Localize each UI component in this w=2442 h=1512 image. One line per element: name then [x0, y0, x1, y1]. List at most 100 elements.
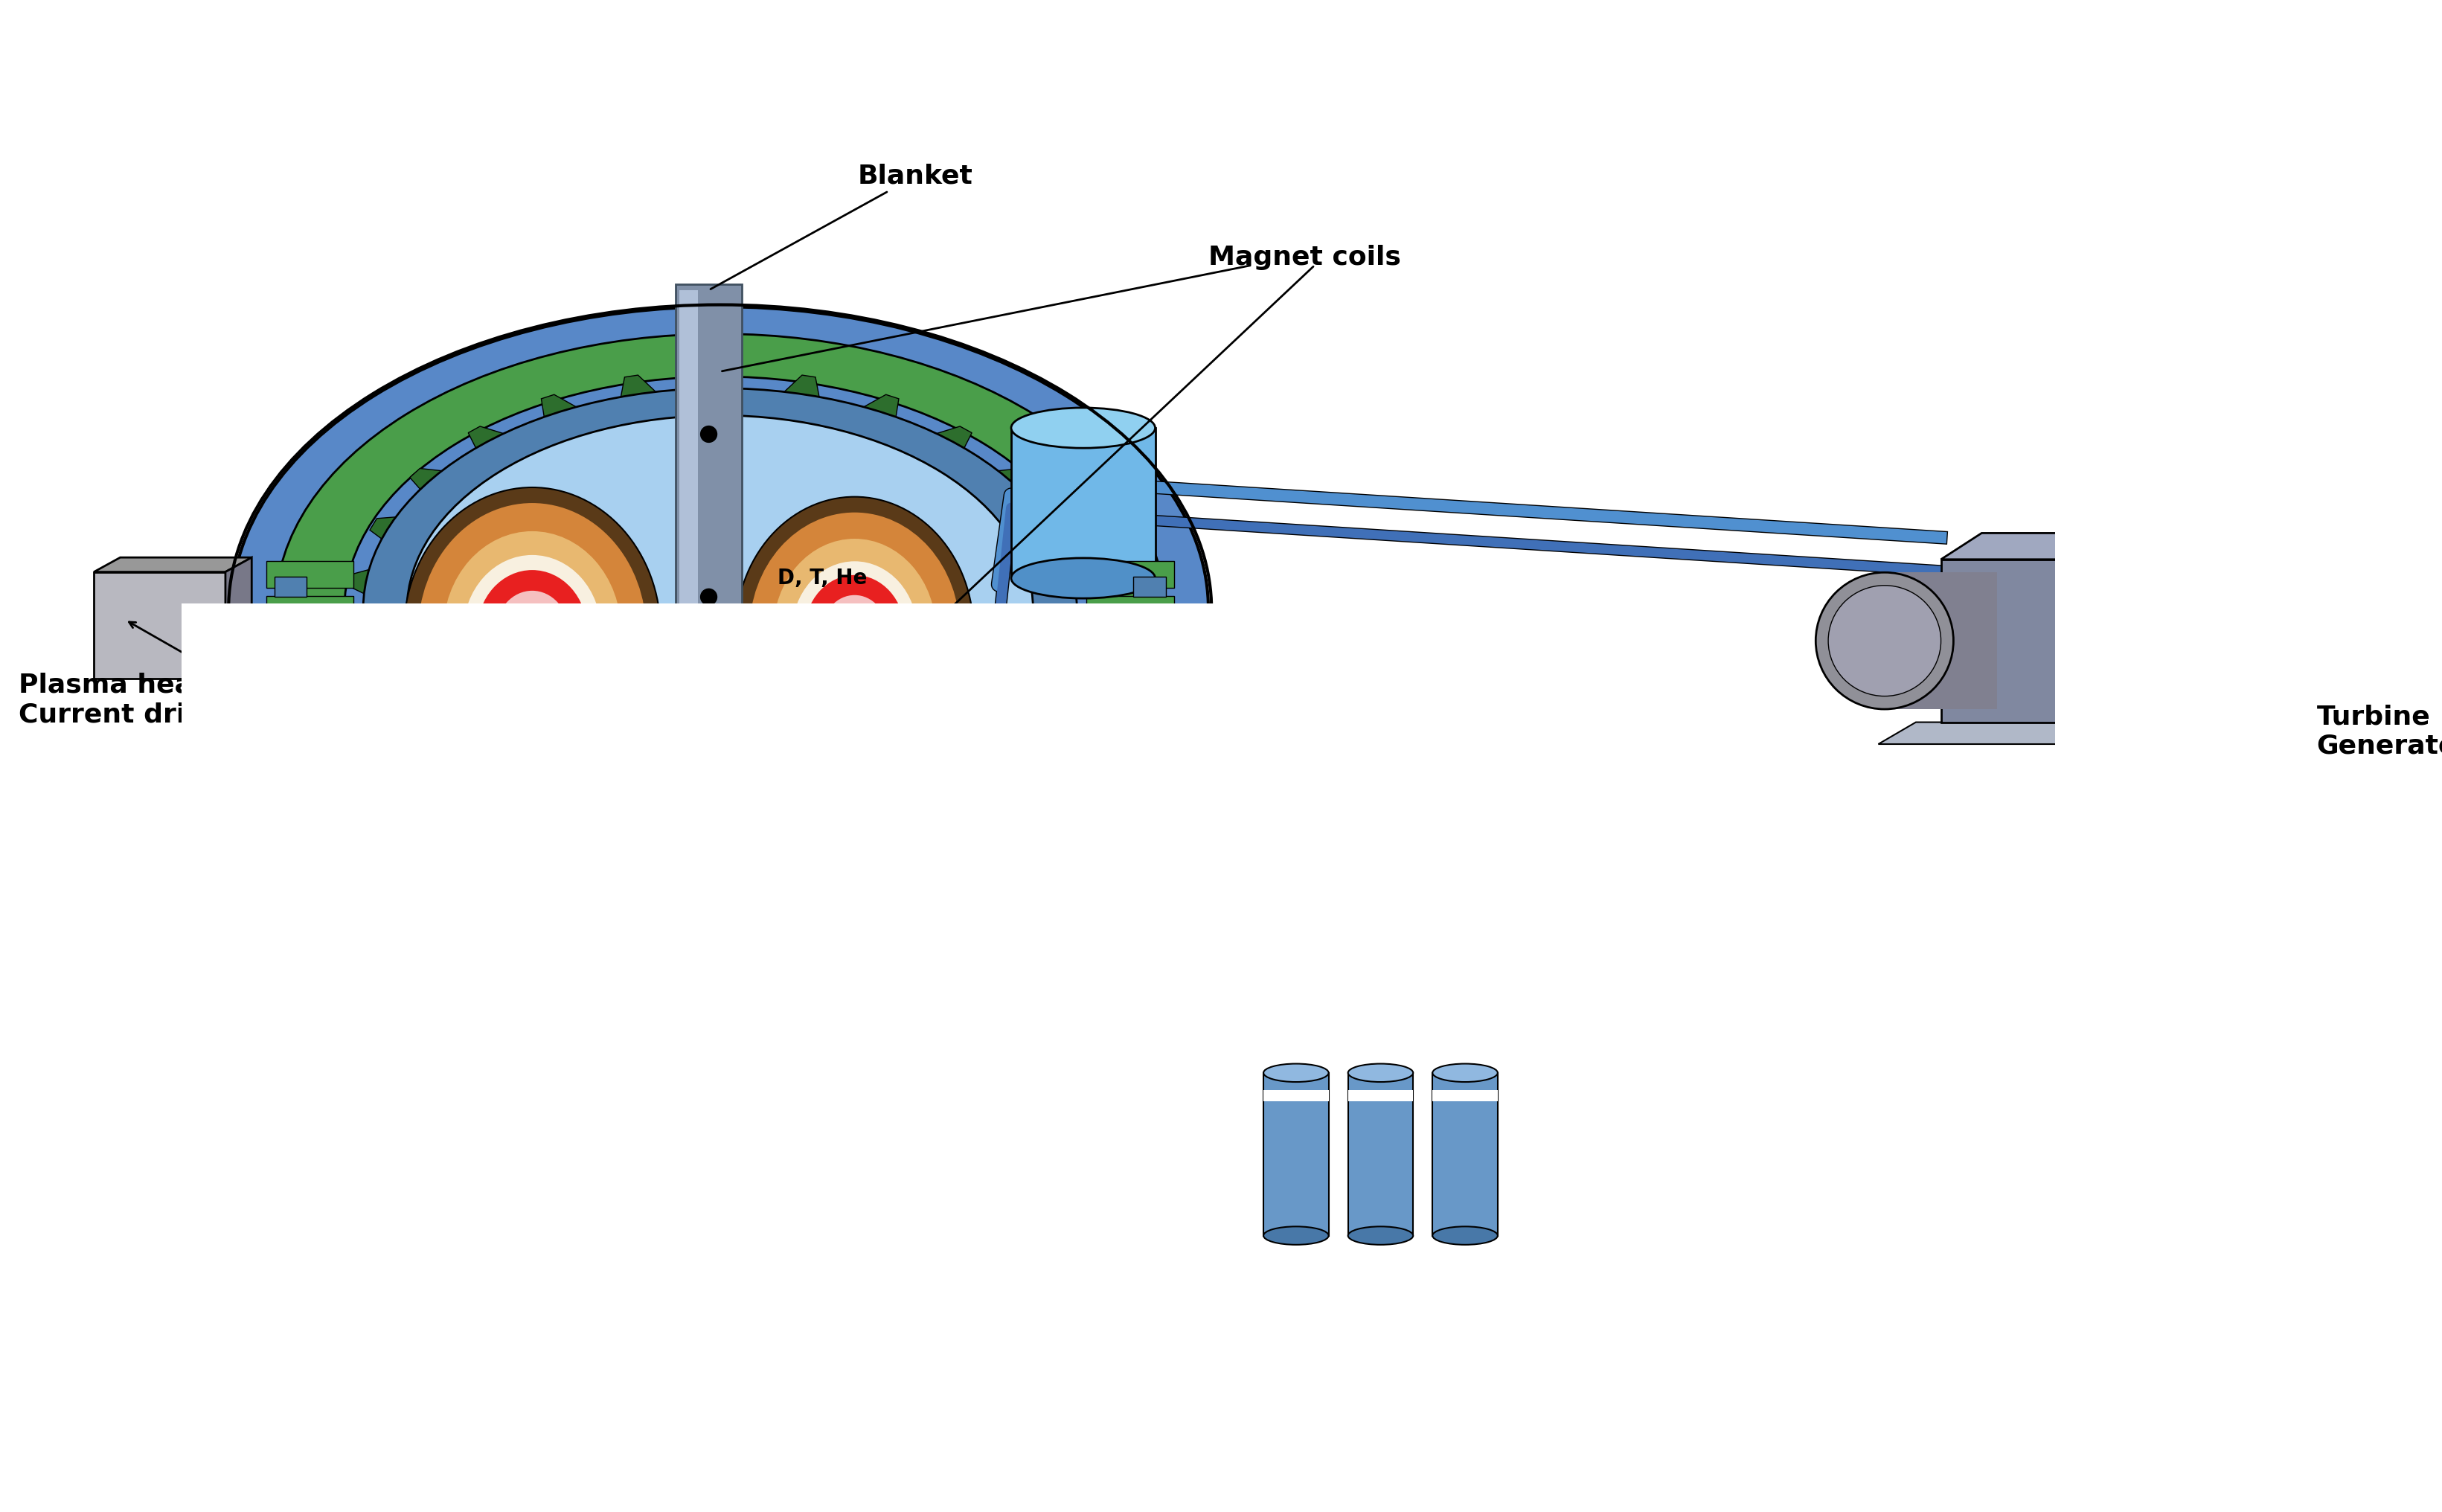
Bar — [991, 862, 1128, 883]
Text: T: T — [777, 674, 791, 696]
Ellipse shape — [750, 513, 960, 750]
Bar — [811, 783, 857, 836]
Ellipse shape — [444, 531, 620, 732]
Ellipse shape — [232, 307, 1209, 912]
Bar — [266, 596, 354, 621]
Bar — [252, 617, 388, 634]
Circle shape — [701, 426, 718, 443]
Ellipse shape — [408, 416, 1033, 803]
Bar — [1133, 646, 1165, 665]
Ellipse shape — [344, 376, 1096, 842]
Ellipse shape — [991, 732, 1128, 770]
Polygon shape — [733, 751, 762, 777]
Bar — [1087, 561, 1175, 588]
Text: D: D — [916, 888, 933, 909]
Bar — [1941, 559, 2242, 723]
Polygon shape — [676, 751, 706, 777]
Bar — [274, 646, 308, 665]
Ellipse shape — [1011, 408, 1155, 448]
Ellipse shape — [1817, 573, 1954, 709]
Bar — [669, 1081, 762, 1120]
Bar — [679, 290, 698, 791]
Polygon shape — [1878, 723, 2310, 744]
Ellipse shape — [276, 334, 1165, 885]
Ellipse shape — [1433, 1064, 1497, 1083]
Bar — [811, 733, 857, 786]
Bar — [1263, 1090, 1328, 1101]
Polygon shape — [542, 395, 589, 428]
Polygon shape — [1043, 561, 1089, 606]
Ellipse shape — [991, 975, 1128, 1013]
Polygon shape — [225, 558, 252, 679]
Ellipse shape — [1263, 1226, 1328, 1244]
Bar — [1433, 1090, 1497, 1101]
Ellipse shape — [791, 561, 918, 702]
Bar — [1133, 578, 1165, 597]
Bar — [1011, 428, 1155, 578]
Polygon shape — [1941, 534, 2283, 559]
Ellipse shape — [1011, 558, 1155, 599]
Ellipse shape — [364, 389, 1077, 830]
Bar — [1087, 631, 1175, 656]
Polygon shape — [777, 375, 821, 407]
Ellipse shape — [2103, 844, 2442, 913]
Bar — [1263, 1074, 1328, 1235]
Ellipse shape — [403, 487, 659, 776]
Polygon shape — [620, 375, 664, 407]
Ellipse shape — [1348, 1064, 1414, 1083]
Bar — [274, 578, 308, 597]
Ellipse shape — [811, 780, 857, 792]
Polygon shape — [2242, 534, 2283, 723]
Polygon shape — [974, 469, 1031, 503]
Bar — [1087, 596, 1175, 621]
Ellipse shape — [476, 570, 586, 692]
Text: D: D — [720, 1095, 737, 1114]
Bar — [2366, 204, 2391, 242]
Bar — [2300, 242, 2442, 265]
Polygon shape — [352, 561, 398, 606]
Text: He: He — [1074, 925, 1106, 947]
Circle shape — [701, 588, 718, 605]
Bar — [755, 741, 969, 759]
Text: Blanket: Blanket — [711, 163, 972, 289]
Bar — [188, 609, 1253, 1361]
Bar — [264, 603, 1177, 1367]
Bar — [991, 750, 1128, 995]
Text: Magnet coils: Magnet coils — [1209, 245, 1402, 271]
Ellipse shape — [811, 777, 857, 789]
Polygon shape — [918, 426, 972, 461]
Ellipse shape — [811, 727, 857, 739]
Polygon shape — [93, 558, 252, 572]
Bar — [1433, 1074, 1497, 1235]
Text: Divertor: Divertor — [357, 827, 481, 853]
Text: D, T, He: D, T, He — [777, 569, 867, 588]
Polygon shape — [469, 426, 523, 461]
Bar — [274, 611, 308, 632]
Bar — [774, 980, 977, 996]
Polygon shape — [1016, 514, 1070, 553]
Bar — [93, 572, 225, 679]
Text: Plasma heating
Current drive: Plasma heating Current drive — [20, 673, 254, 727]
Bar — [1133, 611, 1165, 632]
Polygon shape — [410, 469, 466, 503]
Bar — [266, 561, 354, 588]
Bar — [774, 779, 794, 1129]
Bar — [737, 779, 755, 1129]
Text: D, T: D, T — [513, 680, 559, 702]
Bar — [676, 284, 742, 797]
Bar — [1348, 1090, 1414, 1101]
Text: Li: Li — [674, 1095, 694, 1114]
Ellipse shape — [464, 555, 601, 708]
Polygon shape — [369, 514, 425, 553]
Bar — [1885, 573, 1998, 709]
Bar — [698, 779, 713, 1191]
Bar — [352, 603, 1089, 1367]
Bar — [266, 631, 354, 656]
Bar — [679, 779, 694, 1191]
Text: Turbine
Generator: Turbine Generator — [2317, 705, 2442, 759]
Ellipse shape — [811, 830, 857, 842]
Text: T: T — [916, 762, 930, 783]
Ellipse shape — [1263, 1064, 1328, 1083]
Bar — [737, 774, 982, 791]
Bar — [755, 1093, 1118, 1113]
